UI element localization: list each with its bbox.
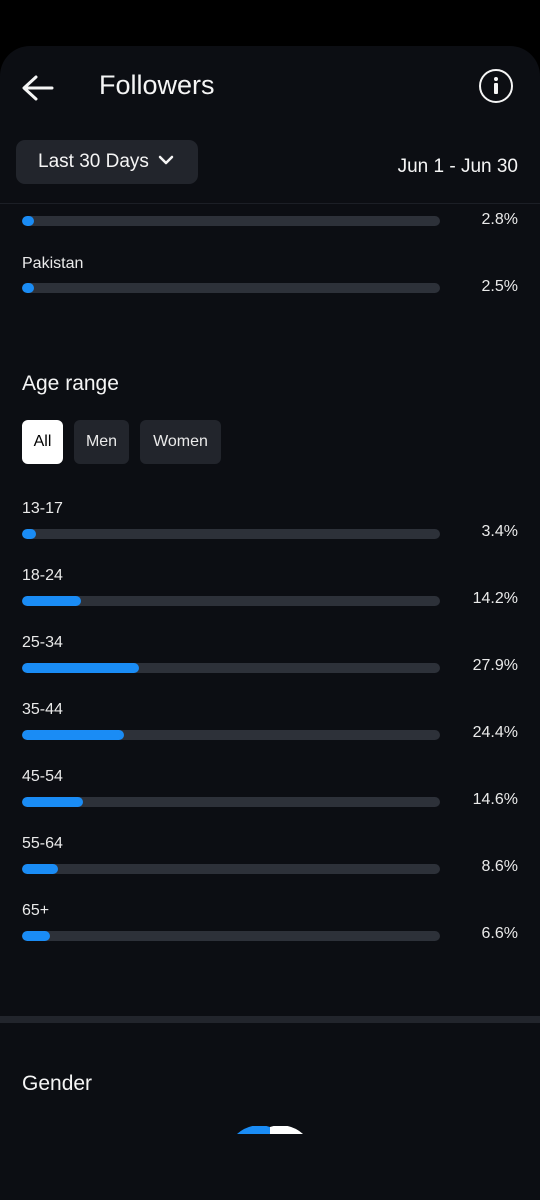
age-bar-track <box>22 864 440 874</box>
country-percent: 2.5% <box>481 278 518 295</box>
age-percent: 3.4% <box>481 523 518 540</box>
age-percent: 24.4% <box>472 724 518 741</box>
gender-title: Gender <box>22 1072 93 1095</box>
system-nav-bar <box>0 1180 540 1200</box>
country-bar-fill <box>22 216 34 226</box>
app-header: Followers <box>0 46 540 126</box>
age-label: 45-54 <box>22 768 63 785</box>
section-divider <box>0 1016 540 1023</box>
age-bar-fill <box>22 730 124 740</box>
info-button[interactable] <box>479 69 513 103</box>
age-bar-track <box>22 663 440 673</box>
age-bar-fill <box>22 797 83 807</box>
age-bar-track <box>22 596 440 606</box>
country-bar-fill <box>22 283 34 293</box>
arrow-left-icon <box>22 75 54 101</box>
age-range-title: Age range <box>22 372 119 395</box>
age-bar-fill <box>22 529 36 539</box>
age-label: 18-24 <box>22 567 63 584</box>
tab-men[interactable]: Men <box>74 420 129 464</box>
chevron-down-icon <box>158 155 174 165</box>
age-label: 25-34 <box>22 634 63 651</box>
date-range-dropdown-label: Last 30 Days <box>38 151 149 172</box>
age-bar-track <box>22 730 440 740</box>
age-label: 55-64 <box>22 835 63 852</box>
divider <box>0 203 540 204</box>
followers-screen: Followers Last 30 Days Jun 1 - Jun 30 2.… <box>0 46 540 1200</box>
age-bar-fill <box>22 931 50 941</box>
back-button[interactable] <box>18 68 60 110</box>
age-bar-fill <box>22 663 139 673</box>
age-label: 35-44 <box>22 701 63 718</box>
date-range-text: Jun 1 - Jun 30 <box>397 156 518 177</box>
page-title: Followers <box>99 70 215 100</box>
info-circle-icon <box>493 77 498 81</box>
age-bar-track <box>22 529 440 539</box>
date-range-dropdown[interactable]: Last 30 Days <box>16 140 198 184</box>
country-percent: 2.8% <box>481 211 518 228</box>
age-bar-fill <box>22 864 58 874</box>
country-label: Pakistan <box>22 255 84 272</box>
age-label: 13-17 <box>22 500 63 517</box>
age-percent: 6.6% <box>481 925 518 942</box>
age-bar-fill <box>22 596 81 606</box>
country-bar-track <box>22 216 440 226</box>
tab-women[interactable]: Women <box>140 420 221 464</box>
age-bar-track <box>22 931 440 941</box>
age-percent: 14.6% <box>472 791 518 808</box>
age-percent: 14.2% <box>472 590 518 607</box>
age-label: 65+ <box>22 902 50 919</box>
tab-all[interactable]: All <box>22 420 63 464</box>
gender-pie-chart <box>237 1126 303 1134</box>
age-percent: 8.6% <box>481 858 518 875</box>
age-percent: 27.9% <box>472 657 518 674</box>
age-bar-track <box>22 797 440 807</box>
country-bar-track <box>22 283 440 293</box>
